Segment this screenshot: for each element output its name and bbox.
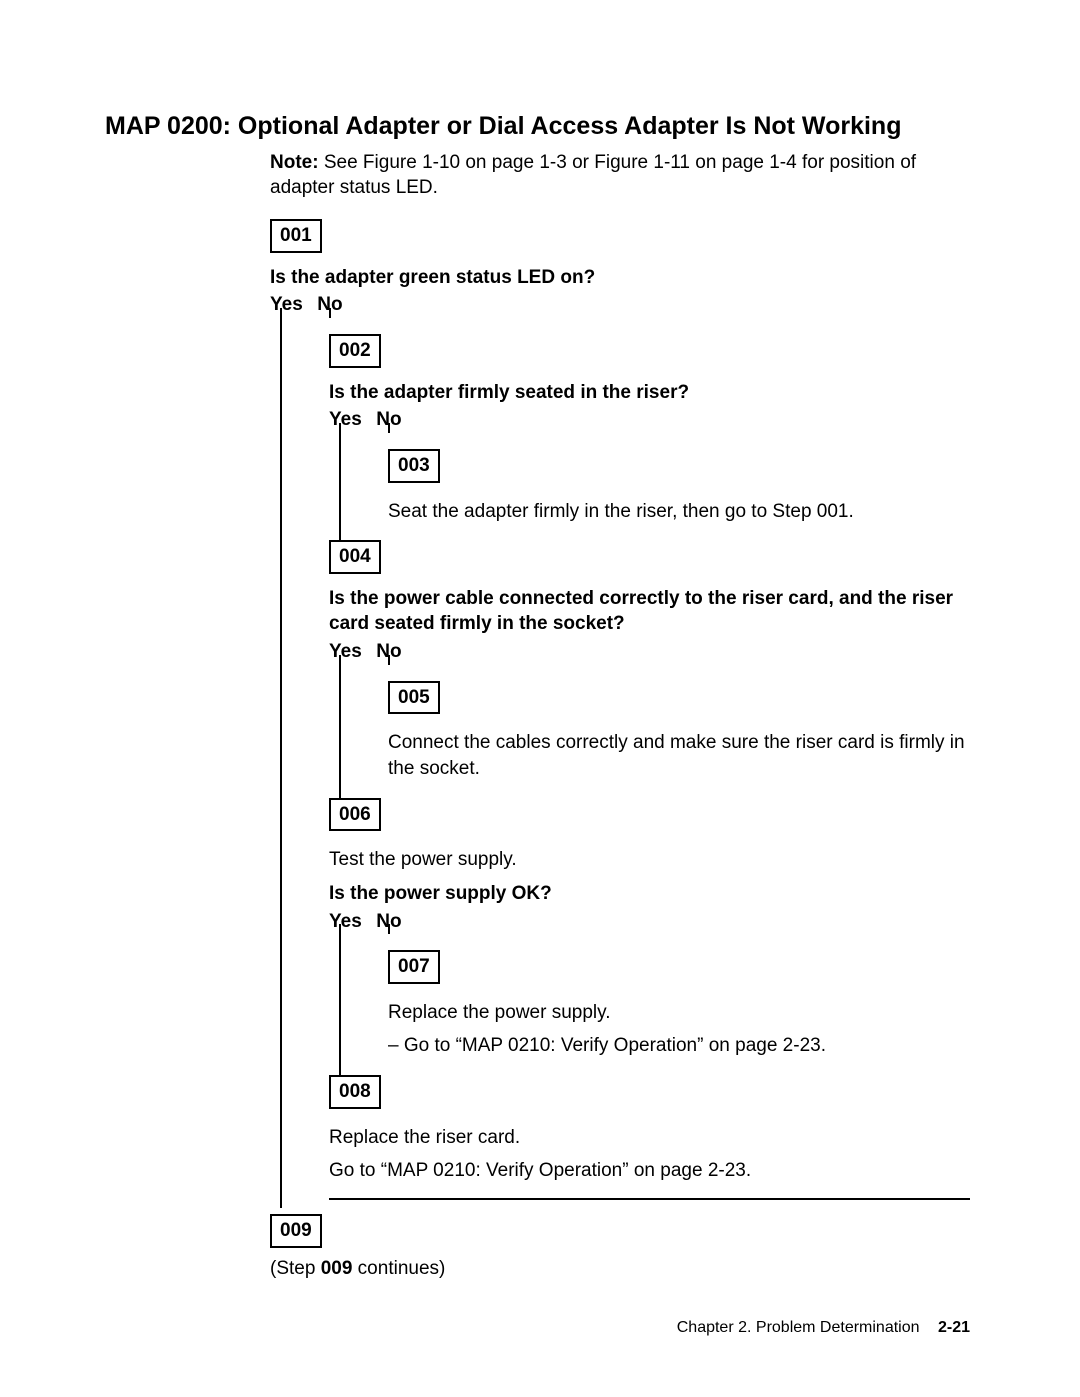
- branch-004-no: 005 Connect the cables correctly and mak…: [339, 667, 970, 798]
- note-label: Note:: [270, 152, 319, 173]
- question-004: Is the power cable connected correctly t…: [329, 586, 970, 637]
- yes-label: Yes: [329, 909, 371, 935]
- continues-line: (Step 009 continues): [270, 1256, 970, 1282]
- step-num-007: 007: [388, 950, 440, 984]
- goto-007: Go to “MAP 0210: Verify Operation” on pa…: [388, 1033, 970, 1059]
- yes-label: Yes: [270, 292, 312, 318]
- action-007: Replace the power supply.: [388, 1000, 970, 1026]
- page-title: MAP 0200: Optional Adapter or Dial Acces…: [105, 110, 970, 144]
- step-num-005: 005: [388, 681, 440, 715]
- continues-suffix: continues): [352, 1258, 445, 1279]
- question-001: Is the adapter green status LED on?: [270, 265, 970, 291]
- step-num-009: 009: [270, 1214, 322, 1248]
- yesno-001: Yes No: [270, 292, 970, 318]
- step-num-001: 001: [270, 219, 322, 253]
- map-flow: 001 Is the adapter green status LED on? …: [270, 219, 970, 1281]
- step-num-002: 002: [329, 334, 381, 368]
- action-005: Connect the cables correctly and make su…: [388, 730, 970, 781]
- footer-chapter: Chapter 2. Problem Determination: [677, 1319, 920, 1336]
- yesno-004: Yes No: [329, 639, 970, 665]
- branch-006-no: 007 Replace the power supply. Go to “MAP…: [339, 936, 970, 1075]
- yesno-006: Yes No: [329, 909, 970, 935]
- note-block: Note: See Figure 1-10 on page 1-3 or Fig…: [270, 150, 970, 201]
- yes-label: Yes: [329, 407, 371, 433]
- action-008: Replace the riser card.: [329, 1125, 970, 1151]
- step-num-006: 006: [329, 798, 381, 832]
- goto-008: Go to “MAP 0210: Verify Operation” on pa…: [329, 1158, 970, 1184]
- page: MAP 0200: Optional Adapter or Dial Acces…: [0, 0, 1080, 1397]
- branch-end-rule: [329, 1198, 970, 1200]
- continues-bold: 009: [321, 1258, 353, 1279]
- step-num-004: 004: [329, 540, 381, 574]
- action-003: Seat the adapter firmly in the riser, th…: [388, 499, 970, 525]
- branch-001-no: 002 Is the adapter firmly seated in the …: [280, 320, 970, 1208]
- step-num-003: 003: [388, 449, 440, 483]
- step-num-008: 008: [329, 1075, 381, 1109]
- page-footer: Chapter 2. Problem Determination 2-21: [677, 1317, 970, 1339]
- question-006: Is the power supply OK?: [329, 881, 970, 907]
- question-002: Is the adapter firmly seated in the rise…: [329, 380, 970, 406]
- branch-002-no: 003 Seat the adapter firmly in the riser…: [339, 435, 970, 540]
- yes-label: Yes: [329, 639, 371, 665]
- step-001: 001 Is the adapter green status LED on? …: [270, 219, 970, 1281]
- preaction-006: Test the power supply.: [329, 847, 970, 873]
- note-text: See Figure 1-10 on page 1-3 or Figure 1-…: [270, 152, 916, 199]
- footer-page-number: 2-21: [938, 1319, 970, 1336]
- yesno-002: Yes No: [329, 407, 970, 433]
- continues-prefix: (Step: [270, 1258, 321, 1279]
